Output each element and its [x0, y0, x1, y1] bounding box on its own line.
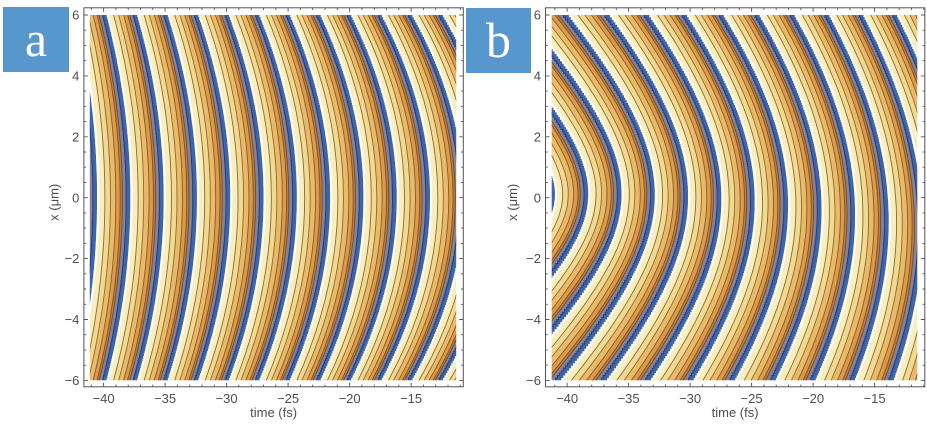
svg-text:−2: −2 — [526, 251, 541, 266]
svg-text:−40: −40 — [93, 391, 115, 406]
svg-text:x (μm): x (μm) — [46, 184, 61, 221]
svg-text:−30: −30 — [216, 391, 238, 406]
svg-text:−35: −35 — [154, 391, 176, 406]
svg-text:−25: −25 — [741, 391, 763, 406]
svg-text:−15: −15 — [864, 391, 886, 406]
svg-text:−2: −2 — [65, 251, 80, 266]
svg-text:−35: −35 — [618, 391, 640, 406]
svg-text:2: 2 — [72, 129, 79, 144]
svg-text:−30: −30 — [679, 391, 701, 406]
svg-text:−20: −20 — [802, 391, 824, 406]
svg-text:4: 4 — [534, 69, 541, 84]
svg-text:−40: −40 — [556, 391, 578, 406]
svg-text:time (fs): time (fs) — [250, 405, 297, 420]
svg-text:2: 2 — [534, 129, 541, 144]
svg-text:6: 6 — [534, 8, 541, 23]
svg-text:time (fs): time (fs) — [712, 405, 759, 420]
svg-text:−4: −4 — [526, 312, 541, 327]
svg-text:−15: −15 — [400, 391, 422, 406]
svg-text:0: 0 — [534, 190, 541, 205]
svg-text:4: 4 — [72, 69, 79, 84]
svg-text:0: 0 — [72, 190, 79, 205]
svg-text:−20: −20 — [339, 391, 361, 406]
svg-text:−25: −25 — [277, 391, 299, 406]
svg-text:x (μm): x (μm) — [505, 184, 520, 221]
svg-text:−4: −4 — [65, 312, 80, 327]
svg-text:−6: −6 — [65, 373, 80, 388]
svg-text:−6: −6 — [526, 373, 541, 388]
svg-text:6: 6 — [72, 8, 79, 23]
